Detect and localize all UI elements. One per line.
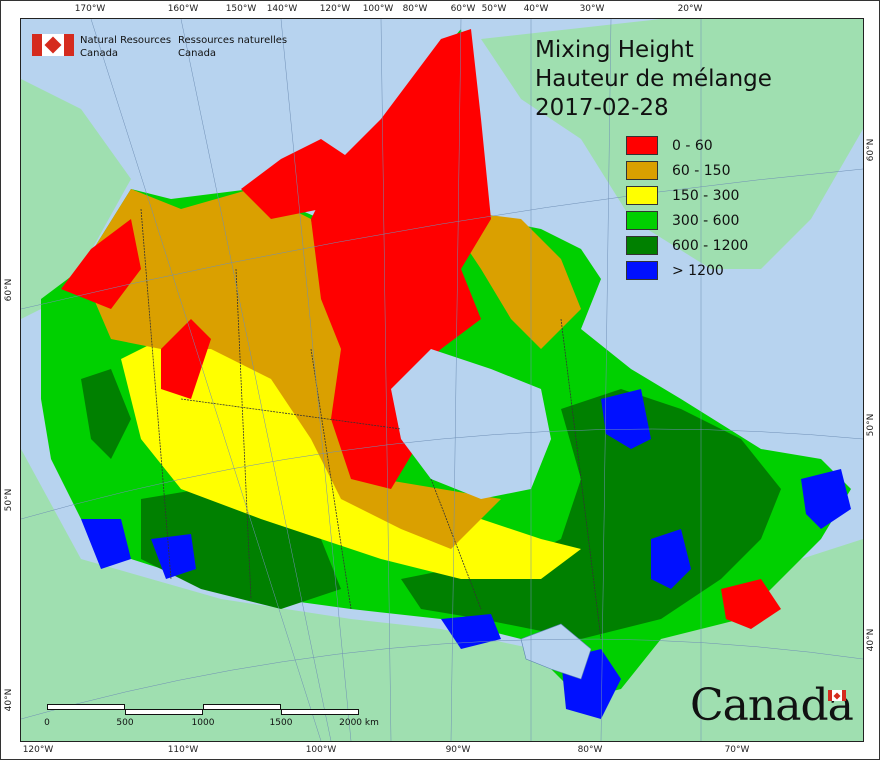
- graticule-label: 70°W: [724, 745, 750, 755]
- legend-item: 60 - 150: [626, 158, 748, 183]
- greenland-landmass: [481, 19, 863, 269]
- scale-label: 0: [44, 718, 50, 728]
- scale-segment: [203, 704, 281, 710]
- graticule-label: 110°W: [167, 745, 199, 755]
- org-en-line2: Canada: [80, 48, 119, 59]
- legend-swatch: [626, 161, 658, 180]
- map-date: 2017-02-28: [535, 95, 669, 121]
- scale-label: 1500: [269, 718, 293, 728]
- graticule-lines: [21, 19, 863, 741]
- org-en-line1: Natural Resources: [80, 35, 172, 46]
- great-lakes: [520, 623, 592, 680]
- legend-swatch: [626, 261, 658, 280]
- zone-1200-labrador: [601, 389, 651, 449]
- wordmark-flag-icon: [828, 690, 846, 701]
- graticule-label: 170°W: [74, 4, 106, 14]
- graticule-label: 40°N: [866, 628, 876, 652]
- graticule-label: 100°W: [362, 4, 394, 14]
- org-fr-line1: Ressources naturelles: [178, 35, 288, 46]
- hudson-bay: [391, 349, 551, 499]
- legend-label: > 1200: [672, 262, 724, 279]
- graticule-label: 150°W: [225, 4, 257, 14]
- graticule-label: 120°W: [319, 4, 351, 14]
- zone-1200-prairie: [151, 534, 196, 579]
- scale-label: 500: [116, 718, 134, 728]
- zone-1200-bc: [81, 519, 131, 569]
- legend-swatch: [626, 186, 658, 205]
- legend-swatch: [626, 211, 658, 230]
- graticule-label: 160°W: [167, 4, 199, 14]
- graticule-label: 30°W: [579, 4, 605, 14]
- legend-label: 600 - 1200: [672, 237, 749, 254]
- zone-0-60-maritime: [721, 579, 781, 629]
- usa-landmass: [21, 449, 863, 741]
- canada-flag-icon: [32, 34, 74, 56]
- graticule-label: 50°N: [866, 413, 876, 437]
- legend-item: 600 - 1200: [626, 233, 748, 258]
- nrcan-logo: Natural Resources Canada Ressources natu…: [32, 34, 298, 60]
- zone-600-1200-sw: [141, 489, 341, 609]
- provincial-boundaries: [140, 208, 602, 640]
- graticule-label: 20°W: [677, 4, 703, 14]
- graticule-label: 120°W: [22, 745, 54, 755]
- title-en: Mixing Height: [535, 37, 694, 63]
- graticule-label: 100°W: [305, 745, 337, 755]
- title-fr: Hauteur de mélange: [535, 66, 772, 92]
- graticule-label: 90°W: [445, 745, 471, 755]
- graticule-label: 50°W: [481, 4, 507, 14]
- graticule-label: 40°N: [4, 688, 14, 712]
- zone-60-150: [81, 189, 501, 549]
- zone-1200-quebec: [651, 529, 691, 589]
- graticule-label: 60°W: [450, 4, 476, 14]
- zone-0-60-arctic: [241, 139, 351, 219]
- graticule-label: 140°W: [266, 4, 298, 14]
- zone-0-60-north: [311, 29, 491, 489]
- graticule-label: 80°W: [402, 4, 428, 14]
- canada-wordmark: Canada: [690, 680, 854, 731]
- legend-item: > 1200: [626, 258, 748, 283]
- legend-item: 0 - 60: [626, 133, 748, 158]
- zone-600-1200-west: [81, 369, 131, 459]
- graticule-label: 60°N: [4, 278, 14, 302]
- zone-1200-greatlakes: [441, 614, 501, 649]
- legend-swatch: [626, 136, 658, 155]
- legend: 0 - 60 60 - 150 150 - 300 300 - 600 600 - 12…: [626, 133, 748, 283]
- zone-0-60-west: [61, 219, 141, 309]
- org-fr-line2: Canada: [178, 48, 217, 59]
- legend-item: 150 - 300: [626, 183, 748, 208]
- legend-swatch: [626, 236, 658, 255]
- scale-segment: [47, 704, 125, 710]
- map-title: Mixing Height Hauteur de mélange 2017-02…: [535, 36, 772, 123]
- zone-0-60-central: [161, 319, 211, 399]
- scale-bar: 0 500 1000 1500 2000 km: [44, 704, 379, 728]
- map-canvas: [20, 18, 864, 742]
- zone-1200-nfld: [801, 469, 851, 529]
- org-name-fr: Ressources naturelles Canada: [178, 34, 298, 60]
- scale-segment: [281, 709, 359, 715]
- scale-segment: [125, 709, 203, 715]
- legend-label: 60 - 150: [672, 162, 731, 179]
- legend-label: 300 - 600: [672, 212, 740, 229]
- org-name-en: Natural Resources Canada: [80, 34, 172, 60]
- map-graphic: [21, 19, 863, 741]
- legend-label: 0 - 60: [672, 137, 713, 154]
- graticule-label: 80°W: [577, 745, 603, 755]
- scale-label: 2000 km: [339, 718, 379, 728]
- graticule-label: 50°N: [4, 488, 14, 512]
- graticule-label: 40°W: [523, 4, 549, 14]
- alaska-landmass: [21, 79, 131, 319]
- scale-label: 1000: [191, 718, 215, 728]
- graticule-label: 60°N: [866, 138, 876, 162]
- legend-item: 300 - 600: [626, 208, 748, 233]
- legend-label: 150 - 300: [672, 187, 740, 204]
